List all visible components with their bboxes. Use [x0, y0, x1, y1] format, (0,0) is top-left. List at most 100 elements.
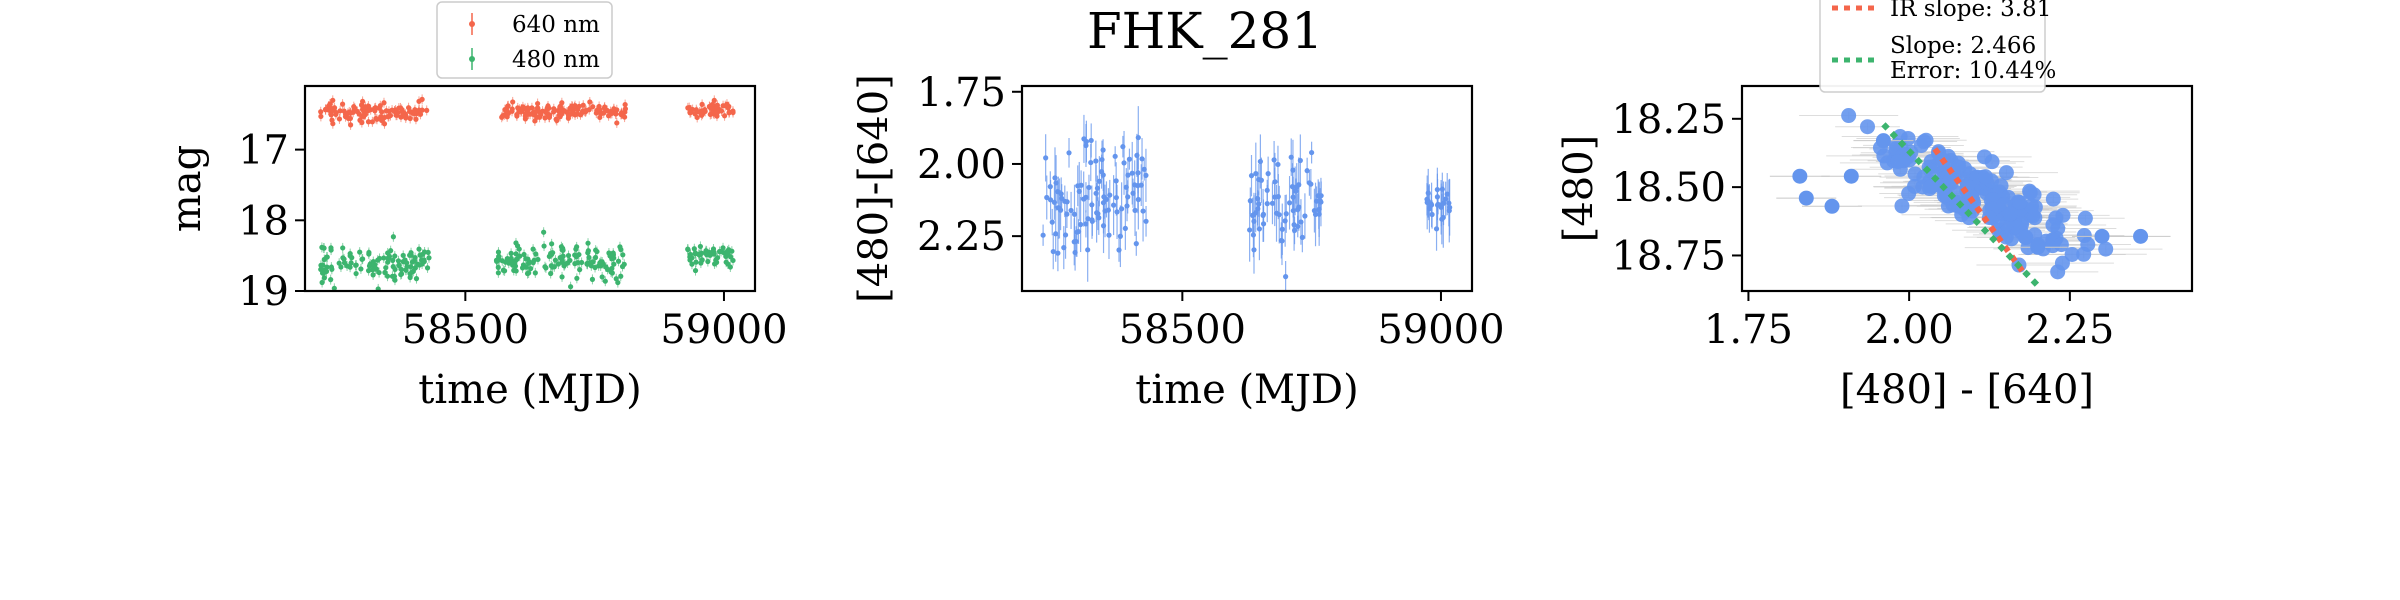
data-point-480nm	[417, 252, 423, 258]
data-point-color	[1439, 186, 1445, 192]
data-point-480nm	[600, 261, 606, 267]
data-point-480nm	[353, 262, 359, 268]
data-point-480nm	[526, 259, 532, 265]
data-point-480nm	[366, 251, 372, 257]
data-point-color	[1279, 226, 1285, 232]
data-point-640nm	[590, 104, 596, 110]
data-point-color	[1291, 222, 1297, 228]
data-point-480nm	[409, 259, 415, 265]
data-point-640nm	[374, 116, 380, 122]
data-point-480nm	[369, 267, 376, 273]
data-point-cmd	[1998, 165, 2014, 181]
data-point-640nm	[518, 109, 524, 115]
data-point-640nm	[328, 112, 334, 118]
data-point-480nm	[331, 285, 337, 291]
data-point-480nm	[725, 251, 731, 257]
data-point-640nm	[510, 99, 516, 105]
data-point-cmd	[1875, 133, 1891, 149]
y-tick-label: 19	[238, 269, 289, 315]
data-point-640nm	[688, 109, 694, 115]
data-point-480nm	[705, 258, 711, 265]
data-point-640nm	[622, 114, 628, 120]
data-point-480nm	[549, 251, 555, 258]
data-point-480nm	[615, 258, 622, 264]
data-point-640nm	[383, 108, 389, 114]
data-point-cmd	[1942, 173, 1958, 189]
data-point-640nm	[509, 108, 515, 114]
data-point-640nm	[721, 113, 728, 119]
data-point-cmd	[2133, 228, 2149, 244]
data-point-color	[1117, 233, 1123, 239]
data-point-640nm	[542, 115, 548, 121]
data-point-color	[1040, 232, 1046, 238]
data-point-color	[1265, 171, 1271, 177]
data-point-color	[1293, 188, 1299, 194]
data-point-480nm	[615, 279, 621, 286]
legend-entry-sub: Error: 10.44%	[1890, 58, 2056, 84]
data-point-640nm	[613, 111, 619, 117]
data-point-480nm	[353, 270, 359, 277]
data-point-480nm	[559, 274, 565, 280]
x-tick-label: 2.00	[1865, 307, 1954, 353]
data-point-480nm	[552, 257, 559, 263]
data-point-cmd	[1824, 198, 1840, 214]
data-point-640nm	[718, 108, 725, 114]
data-point-cmd	[1843, 168, 1859, 184]
data-point-color	[1122, 225, 1128, 232]
data-point-color	[1425, 190, 1431, 196]
fit-line-ir	[1932, 147, 2028, 277]
data-point-480nm	[495, 249, 502, 255]
data-point-640nm	[586, 107, 592, 113]
data-point-480nm	[376, 269, 382, 276]
data-point-color	[1429, 211, 1435, 218]
data-point-640nm	[601, 110, 607, 116]
data-point-480nm	[599, 274, 605, 280]
y-tick-label: 2.25	[917, 214, 1006, 260]
data-point-color	[1264, 201, 1270, 207]
data-point-color	[1316, 207, 1322, 213]
data-point-color	[1053, 231, 1059, 237]
data-point-640nm	[715, 109, 721, 115]
data-point-640nm	[397, 105, 404, 111]
data-point-640nm	[565, 113, 572, 119]
data-point-480nm	[385, 255, 391, 261]
legend-frame	[1819, 0, 2046, 93]
data-point-color	[1438, 202, 1444, 208]
data-point-color	[1123, 184, 1129, 190]
data-point-480nm	[608, 253, 615, 259]
data-point-cmd	[1918, 132, 1934, 148]
data-layer	[1040, 106, 1453, 291]
data-point-cmd	[2076, 246, 2092, 262]
data-point-640nm	[551, 106, 557, 112]
data-point-color	[1290, 167, 1296, 173]
data-point-color	[1296, 182, 1302, 188]
data-point-color	[1078, 221, 1084, 228]
data-point-480nm	[530, 246, 536, 252]
data-point-color	[1256, 201, 1262, 207]
data-point-480nm	[328, 245, 334, 251]
data-point-480nm	[412, 255, 418, 261]
data-point-color	[1121, 160, 1127, 166]
data-point-color	[1283, 274, 1289, 280]
data-point-cmd	[2098, 241, 2114, 257]
data-point-640nm	[339, 101, 346, 107]
data-point-640nm	[611, 106, 617, 112]
data-point-color	[1064, 211, 1070, 217]
data-point-640nm	[722, 103, 728, 109]
data-point-cmd	[1923, 178, 1939, 194]
data-point-color	[1256, 226, 1262, 232]
data-point-480nm	[493, 257, 500, 263]
data-point-480nm	[320, 262, 326, 268]
data-point-color	[1135, 196, 1141, 203]
data-point-480nm	[697, 243, 704, 250]
data-point-color	[1056, 205, 1063, 212]
y-tick-label: 17	[238, 128, 289, 174]
data-point-color	[1130, 190, 1136, 196]
data-point-480nm	[519, 265, 526, 271]
data-point-color	[1081, 136, 1087, 142]
data-point-480nm	[716, 248, 723, 255]
data-point-480nm	[592, 264, 598, 271]
data-point-640nm	[554, 117, 560, 124]
